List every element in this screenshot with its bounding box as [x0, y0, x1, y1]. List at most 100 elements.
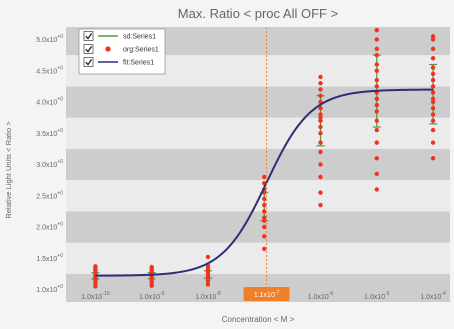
y-tick-label: 5.0x10+0 — [36, 34, 63, 44]
grid-band — [66, 242, 450, 274]
data-point — [262, 202, 267, 208]
data-point — [374, 171, 379, 177]
y-tick-label: 4.5x10+0 — [36, 65, 63, 75]
y-tick-label: 2.0x10+0 — [36, 222, 63, 232]
data-point — [318, 202, 323, 208]
data-point — [430, 96, 436, 102]
data-point — [374, 102, 379, 108]
check-icon — [85, 46, 93, 53]
data-point — [318, 115, 323, 120]
grid-band — [66, 117, 450, 149]
data-point — [430, 65, 436, 70]
check-icon — [85, 59, 93, 66]
data-point — [205, 279, 211, 284]
data-point — [430, 37, 436, 42]
y-tick-label: 3.5x10+0 — [36, 128, 63, 138]
data-point — [374, 46, 379, 52]
data-point — [374, 156, 379, 161]
y-tick-label: 1.0x10+0 — [36, 284, 63, 294]
ec50-badge — [243, 287, 290, 301]
grid-band — [66, 211, 450, 243]
data-point — [149, 264, 154, 270]
data-point — [318, 81, 323, 86]
data-point — [430, 90, 436, 95]
data-point — [262, 218, 267, 223]
data-point — [430, 71, 436, 77]
data-point — [430, 112, 436, 117]
data-point — [430, 140, 436, 145]
y-axis-label: Relative Light Units < Ratio > — [4, 121, 13, 219]
y-tick-label: 3.0x10+0 — [36, 159, 63, 169]
fit-curve — [95, 88, 434, 277]
check-icon — [85, 33, 93, 40]
data-point — [430, 99, 436, 105]
data-point — [318, 174, 323, 180]
data-point — [318, 106, 323, 111]
grid-band — [66, 86, 450, 118]
data-point — [374, 109, 379, 114]
data-point — [262, 215, 267, 220]
fit-curve-group — [95, 88, 434, 277]
data-point — [205, 282, 211, 287]
legend-checkbox[interactable] — [83, 57, 94, 67]
data-point — [374, 84, 379, 89]
data-point — [318, 87, 323, 92]
data-point — [374, 127, 379, 133]
legend-checkbox[interactable] — [83, 44, 94, 54]
data-point — [262, 246, 267, 252]
ec50-marker[interactable]: 1.1x10-7 — [243, 27, 290, 302]
chart-title: Max. Ratio < proc All OFF > — [178, 6, 338, 21]
data-point — [93, 284, 98, 289]
grid-band — [66, 148, 450, 181]
data-point — [374, 187, 379, 192]
x-tick-label: 1.0x10-9 — [139, 291, 165, 301]
data-point — [374, 140, 379, 145]
data-point — [374, 77, 379, 83]
data-point — [430, 118, 436, 123]
x-tick-label: 1.0x10-5 — [364, 291, 390, 301]
data-point — [374, 68, 379, 73]
data-point — [430, 77, 436, 83]
data-point — [262, 234, 267, 239]
data-point — [374, 37, 379, 42]
data-point — [430, 84, 436, 89]
data-point — [318, 131, 323, 136]
data-point — [262, 196, 267, 202]
x-axis-label: Concentration < M > — [222, 315, 295, 324]
legend-checkbox[interactable] — [83, 31, 94, 41]
data-point — [430, 34, 436, 39]
data-point — [262, 209, 267, 214]
data-point — [318, 93, 323, 98]
legend-label: sd:Series1 — [123, 34, 156, 41]
x-tick-label: 1.0x10-6 — [308, 291, 334, 301]
data-point — [430, 156, 436, 161]
legend-label: fit:Series1 — [123, 60, 154, 67]
data-point — [93, 264, 98, 269]
data-point — [318, 74, 323, 80]
legend-entry[interactable]: org:Series1 — [83, 44, 159, 54]
data-point — [430, 127, 436, 133]
data-point — [430, 46, 436, 52]
legend-entry[interactable]: fit:Series1 — [83, 57, 154, 67]
legend-label: org:Series1 — [123, 47, 159, 54]
data-point — [318, 140, 323, 145]
data-point — [318, 112, 323, 117]
grid-band — [66, 180, 450, 212]
x-tick-label: 1.0x10-8 — [195, 291, 221, 301]
data-point — [374, 118, 379, 123]
data-point — [318, 124, 323, 130]
data-point — [318, 190, 323, 195]
y-tick-label: 1.5x10+0 — [36, 253, 63, 263]
data-point — [374, 27, 379, 33]
data-point — [430, 56, 436, 61]
data-point — [374, 52, 379, 58]
legend: sd:Series1 org:Series1 fit:Series1 — [78, 28, 166, 75]
legend-entry[interactable]: sd:Series1 — [83, 31, 156, 41]
data-point — [318, 162, 323, 167]
data-point — [262, 224, 267, 230]
ec50-label: 1.1x10-7 — [254, 290, 280, 299]
data-point — [318, 149, 323, 155]
data-point — [318, 118, 323, 123]
